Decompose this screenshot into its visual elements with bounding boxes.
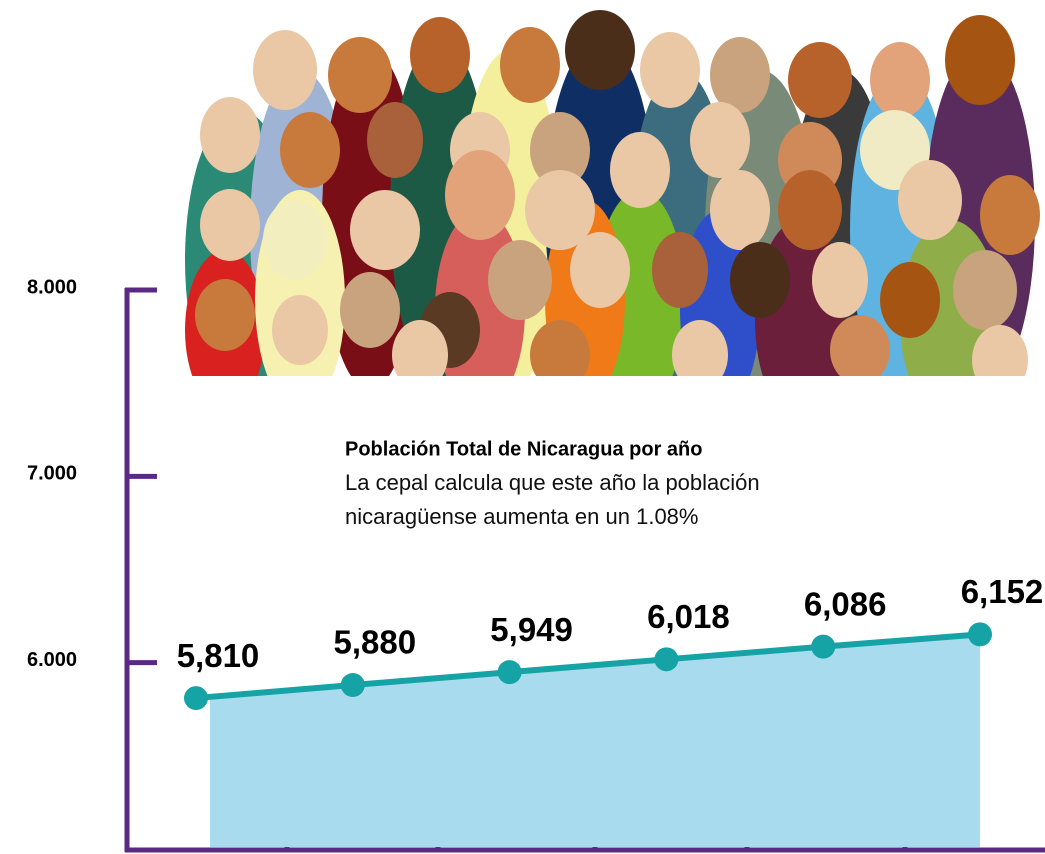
value-label: 6,086 bbox=[804, 585, 887, 622]
y-tick-label: 6.000 bbox=[27, 649, 77, 671]
y-tick-label: 8.000 bbox=[27, 276, 77, 298]
point bbox=[811, 635, 835, 659]
value-label: 5,810 bbox=[177, 637, 260, 674]
point bbox=[498, 660, 522, 684]
crowd-illustration bbox=[185, 10, 1040, 420]
value-label: 6,152 bbox=[961, 573, 1044, 610]
value-label: 5,880 bbox=[334, 624, 417, 661]
chart: Población Total de Nicaragua por año La … bbox=[0, 0, 1045, 854]
point bbox=[341, 673, 365, 697]
value-label: 6,018 bbox=[647, 598, 730, 635]
value-label: 5,949 bbox=[490, 611, 573, 648]
chart-subtitle: nicaragüense aumenta en un 1.08% bbox=[345, 504, 698, 529]
chart-title: Población Total de Nicaragua por año bbox=[345, 438, 702, 460]
y-tick-label: 7.000 bbox=[27, 463, 77, 485]
point bbox=[968, 622, 992, 646]
point bbox=[654, 647, 678, 671]
point bbox=[184, 686, 208, 710]
chart-subtitle: La cepal calcula que este año la poblaci… bbox=[345, 470, 760, 495]
